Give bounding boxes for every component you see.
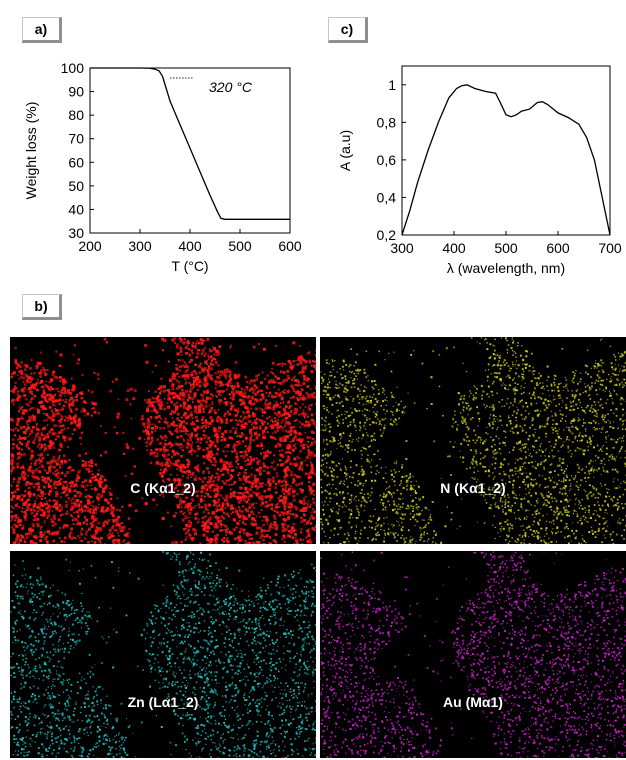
y-tick-label: 30 bbox=[68, 225, 84, 241]
y-tick-label: 0,2 bbox=[377, 227, 397, 243]
map-speckles bbox=[10, 337, 316, 544]
x-axis-label: T (°C) bbox=[171, 258, 208, 274]
carbon-map-image bbox=[10, 337, 316, 544]
x-tick-label: 500 bbox=[228, 238, 252, 254]
x-tick-label: 400 bbox=[178, 238, 202, 254]
plot-frame bbox=[401, 65, 611, 236]
x-tick-label: 300 bbox=[128, 238, 152, 254]
map-speckles bbox=[320, 337, 626, 544]
x-tick-label: 300 bbox=[390, 240, 414, 256]
y-tick-label: 0,8 bbox=[377, 114, 397, 130]
map-speckles bbox=[320, 551, 626, 758]
x-tick-label: 600 bbox=[278, 238, 302, 254]
absorbance-chart: 300 400 500 600 700 0,2 0,4 0,6 0,8 1 λ (wavelengt… bbox=[337, 65, 622, 276]
y-tick-label: 80 bbox=[68, 107, 84, 123]
eds-map-zinc: Zn (Lα1_2) bbox=[10, 551, 316, 758]
map-label-gold: Au (Mα1) bbox=[443, 694, 503, 710]
y-tick-label: 0,4 bbox=[377, 189, 397, 205]
eds-map-nitrogen: N (Kα1_2) bbox=[320, 337, 626, 544]
y-tick-label: 50 bbox=[68, 178, 84, 194]
map-background bbox=[10, 337, 316, 544]
panel-label-b: b) bbox=[22, 294, 62, 320]
map-label-nitrogen: N (Kα1_2) bbox=[440, 480, 506, 496]
y-tick-label: 40 bbox=[68, 201, 84, 217]
x-tick-label: 200 bbox=[78, 238, 102, 254]
map-background bbox=[10, 551, 316, 758]
y-tick-label: 70 bbox=[68, 131, 84, 147]
map-label-zinc: Zn (Lα1_2) bbox=[127, 694, 199, 710]
y-tick-label: 0,6 bbox=[377, 152, 397, 168]
data-line bbox=[401, 84, 611, 236]
panel-label-a: a) bbox=[22, 17, 62, 43]
data-line bbox=[90, 67, 290, 220]
y-tick-label: 60 bbox=[68, 154, 84, 170]
y-axis-label: Weight loss (%) bbox=[23, 102, 39, 200]
x-tick-label: 600 bbox=[546, 240, 570, 256]
x-axis-label: λ (wavelength, nm) bbox=[447, 260, 565, 276]
map-speckles bbox=[10, 551, 316, 758]
x-tick-label: 700 bbox=[598, 240, 622, 256]
x-tick-label: 400 bbox=[442, 240, 466, 256]
tga-chart: 200 300 400 500 600 30 40 50 60 70 80 90 100 T (°C) We… bbox=[23, 60, 302, 274]
nitrogen-map-image bbox=[320, 337, 626, 544]
plot-frame bbox=[89, 67, 291, 234]
zinc-map-image bbox=[10, 551, 316, 758]
eds-map-gold: Au (Mα1) bbox=[320, 551, 626, 758]
map-label-carbon: C (Kα1_2) bbox=[130, 480, 196, 496]
y-tick-label: 1 bbox=[388, 77, 396, 93]
x-tick-label: 500 bbox=[494, 240, 518, 256]
gold-map-image bbox=[320, 551, 626, 758]
annotation-320: 320 °C bbox=[209, 79, 253, 95]
eds-map-carbon: C (Kα1_2) bbox=[10, 337, 316, 544]
y-tick-label: 100 bbox=[61, 60, 85, 76]
y-axis-label: A (a.u) bbox=[337, 130, 353, 171]
y-tick-label: 90 bbox=[68, 84, 84, 100]
panel-label-c: c) bbox=[328, 17, 368, 43]
